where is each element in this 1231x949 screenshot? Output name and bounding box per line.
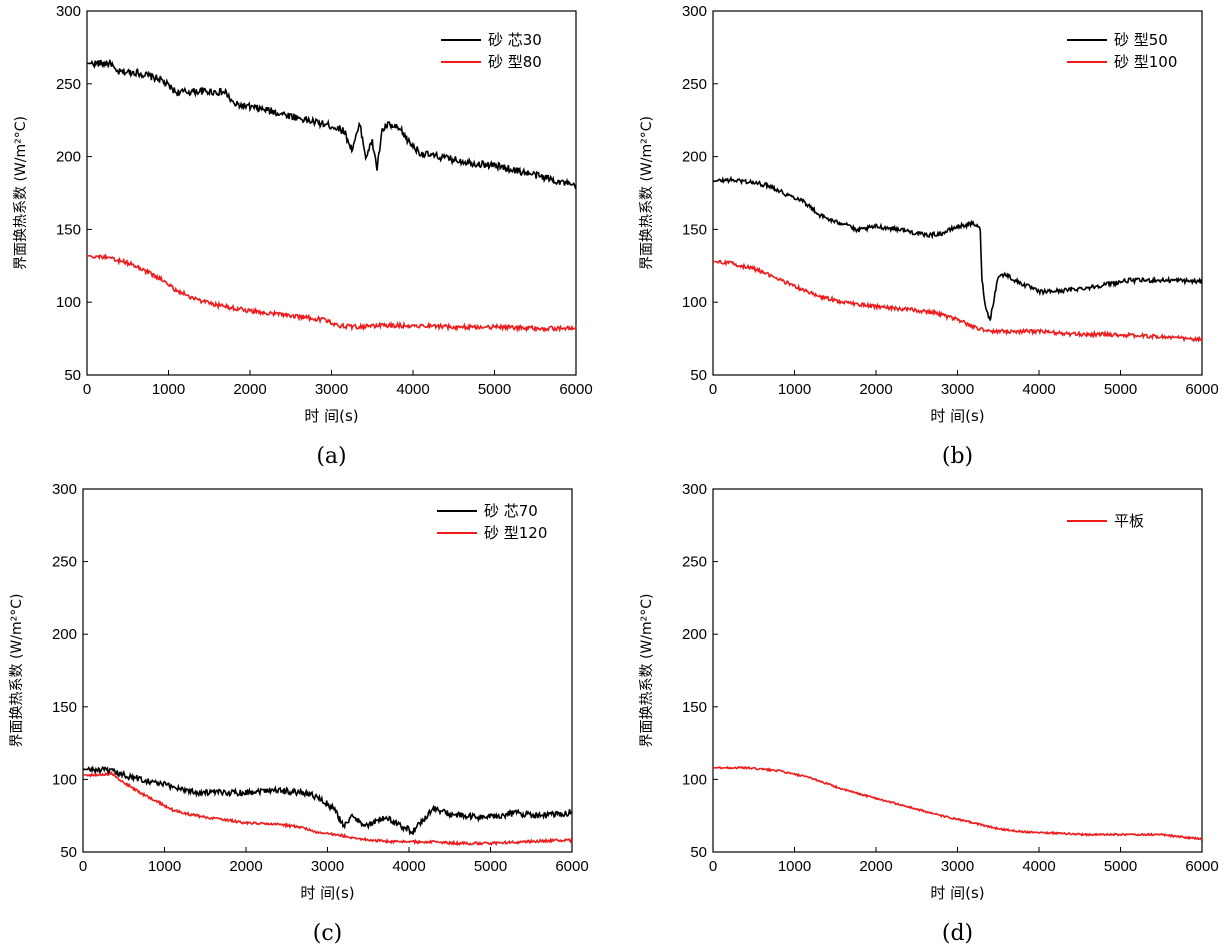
y-tick-label: 50 xyxy=(690,844,707,861)
panel-label: (c) xyxy=(313,921,343,946)
y-tick-label: 50 xyxy=(64,367,81,384)
series-line-0 xyxy=(87,59,577,190)
series-line-0 xyxy=(712,175,1203,321)
x-tick-label: 5000 xyxy=(1104,858,1137,875)
x-tick-label: 3000 xyxy=(311,858,344,875)
legend-entry: 砂 型50 xyxy=(1114,31,1168,49)
series-line-0 xyxy=(82,765,573,836)
y-tick-label: 200 xyxy=(56,149,81,166)
y-tick-label: 200 xyxy=(682,149,707,166)
y-axis-label: 界面换热系数 (W/m²°C) xyxy=(638,594,655,748)
x-tick-label: 0 xyxy=(709,381,717,398)
y-tick-label: 100 xyxy=(682,294,707,311)
x-tick-label: 2000 xyxy=(859,858,892,875)
x-tick-label: 1000 xyxy=(148,858,181,875)
x-axis-label: 时 间(s) xyxy=(300,884,354,902)
x-tick-label: 0 xyxy=(83,381,91,398)
x-axis-label: 时 间(s) xyxy=(930,884,984,902)
y-tick-label: 100 xyxy=(52,771,77,788)
panel-label: (a) xyxy=(316,444,346,469)
x-tick-label: 2000 xyxy=(229,858,262,875)
x-tick-label: 3000 xyxy=(941,858,974,875)
legend-entry: 砂 芯70 xyxy=(484,502,538,520)
plot-frame xyxy=(82,488,573,853)
series-line-1 xyxy=(712,259,1203,343)
y-tick-label: 200 xyxy=(682,626,707,643)
x-axis-label: 时 间(s) xyxy=(930,407,984,425)
x-tick-label: 5000 xyxy=(474,858,507,875)
plot-frame xyxy=(712,488,1203,853)
y-tick-label: 100 xyxy=(56,294,81,311)
x-tick-label: 5000 xyxy=(1104,381,1137,398)
chart-panel-2: 0 1000 2000 3000 4000 5000 6000 50 100 150 200 250 3… xyxy=(8,481,589,946)
x-tick-label: 1000 xyxy=(778,381,811,398)
y-tick-label: 200 xyxy=(52,626,77,643)
x-tick-label: 2000 xyxy=(233,381,266,398)
x-tick-label: 0 xyxy=(709,858,717,875)
y-axis-label: 界面换热系数 (W/m²°C) xyxy=(12,116,29,270)
y-tick-label: 300 xyxy=(56,3,81,20)
y-tick-label: 300 xyxy=(682,3,707,20)
x-tick-label: 0 xyxy=(79,858,87,875)
series-line-1 xyxy=(83,770,573,847)
y-tick-label: 150 xyxy=(52,699,77,716)
x-tick-label: 6000 xyxy=(1185,858,1218,875)
x-tick-label: 4000 xyxy=(1022,381,1055,398)
x-tick-label: 6000 xyxy=(559,381,592,398)
x-tick-label: 6000 xyxy=(1185,381,1218,398)
x-tick-label: 4000 xyxy=(392,858,425,875)
series-line-0 xyxy=(713,765,1203,841)
x-tick-label: 2000 xyxy=(859,381,892,398)
chart-panel-3: 0 1000 2000 3000 4000 5000 6000 50 100 150 200 250 3… xyxy=(638,481,1219,946)
y-tick-label: 250 xyxy=(682,554,707,571)
panel-label: (b) xyxy=(942,444,973,469)
legend-entry: 砂 型80 xyxy=(488,53,542,71)
y-tick-label: 100 xyxy=(682,771,707,788)
y-tick-label: 250 xyxy=(56,76,81,93)
legend-entry: 砂 芯30 xyxy=(488,31,542,49)
x-tick-label: 1000 xyxy=(778,858,811,875)
y-axis-label: 界面换热系数 (W/m²°C) xyxy=(8,594,25,748)
y-tick-label: 250 xyxy=(52,554,77,571)
y-tick-label: 150 xyxy=(682,221,707,238)
x-tick-label: 3000 xyxy=(315,381,348,398)
x-tick-label: 4000 xyxy=(1022,858,1055,875)
legend-entry: 砂 型100 xyxy=(1114,53,1177,71)
y-tick-label: 50 xyxy=(690,367,707,384)
y-tick-label: 250 xyxy=(682,76,707,93)
x-tick-label: 4000 xyxy=(396,381,429,398)
x-tick-label: 5000 xyxy=(478,381,511,398)
x-tick-label: 3000 xyxy=(941,381,974,398)
y-tick-label: 300 xyxy=(52,481,77,498)
series-line-1 xyxy=(86,253,577,333)
chart-panel-1: 0 1000 2000 3000 4000 5000 6000 50 100 150 200 250 3… xyxy=(638,3,1219,469)
chart-panel-0: 0 1000 2000 3000 4000 5000 6000 50 100 150 200 250 3… xyxy=(12,3,593,469)
y-tick-label: 300 xyxy=(682,481,707,498)
x-tick-label: 6000 xyxy=(555,858,588,875)
y-tick-label: 150 xyxy=(682,699,707,716)
legend-entry: 砂 型120 xyxy=(484,524,547,542)
x-tick-label: 1000 xyxy=(152,381,185,398)
y-tick-label: 150 xyxy=(56,221,81,238)
y-axis-label: 界面换热系数 (W/m²°C) xyxy=(638,116,655,270)
x-axis-label: 时 间(s) xyxy=(304,407,358,425)
legend-entry: 平板 xyxy=(1114,512,1144,530)
panel-label: (d) xyxy=(942,921,973,946)
y-tick-label: 50 xyxy=(60,844,77,861)
